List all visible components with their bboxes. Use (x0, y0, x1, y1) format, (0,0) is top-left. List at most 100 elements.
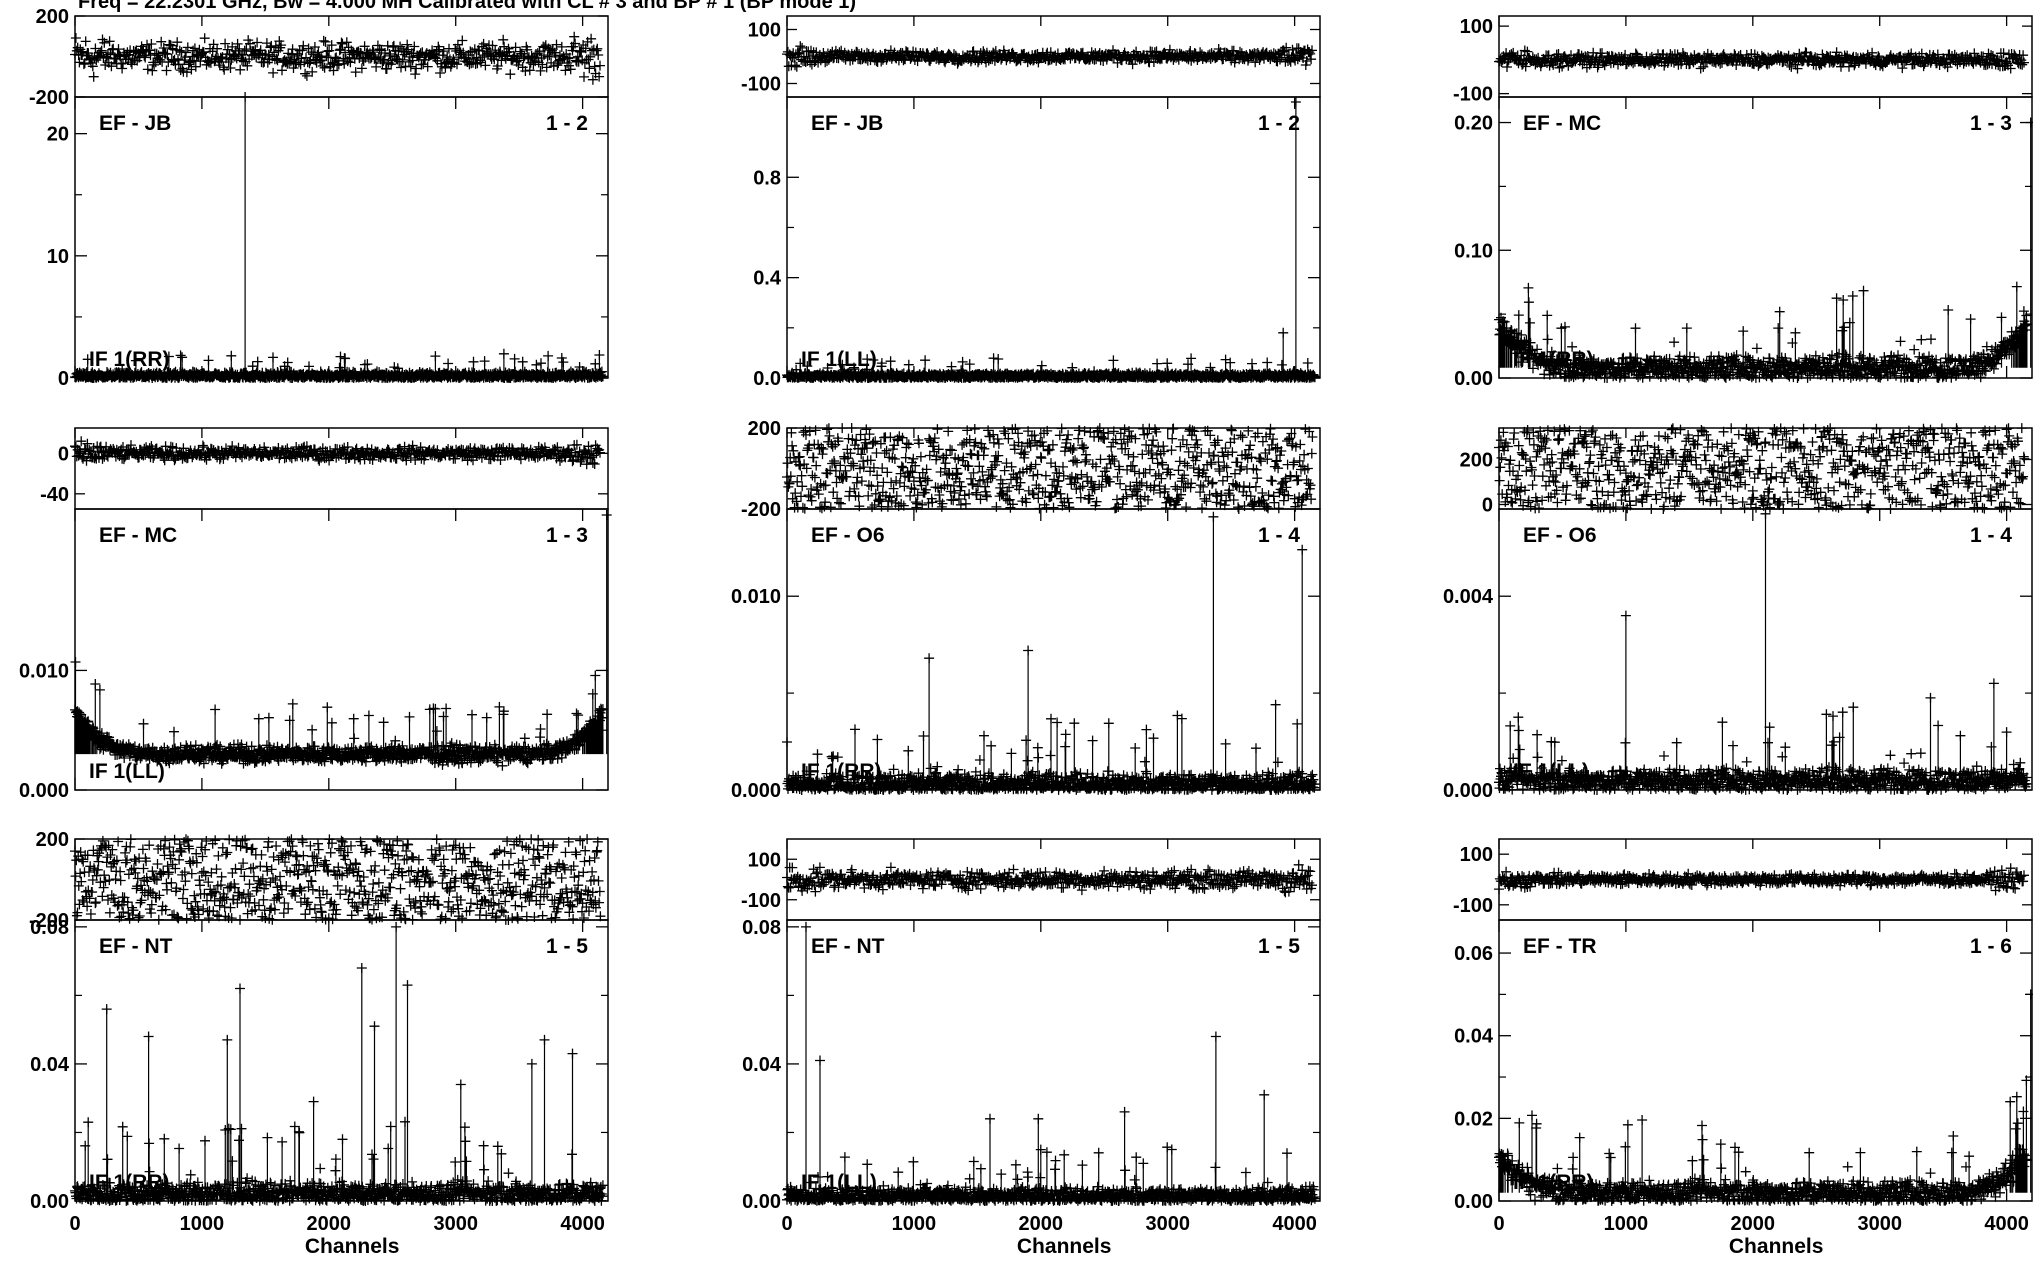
phase-tick-label: -200 (29, 87, 69, 109)
amplitude-points (70, 921, 608, 1206)
x-axis-label: Channels (305, 1235, 400, 1258)
amplitude-frame (786, 508, 1321, 791)
x-tick-label: 1000 (180, 1213, 225, 1235)
polarization-label: IF 1(RR) (1513, 348, 1594, 371)
chart-title: Freq = 22.2301 GHz, Bw = 4.000 MH Calibr… (78, 0, 857, 13)
baseline-label: EF - NT (811, 935, 885, 958)
amplitude-spikes (805, 926, 1288, 1196)
antenna-pair-label: 1 - 6 (1970, 935, 2012, 958)
phase-tick-label: 200 (36, 829, 69, 851)
x-tick-label: 4000 (560, 1213, 605, 1235)
polarization-label: IF 1(LL) (89, 760, 165, 783)
amplitude-spikes (1509, 513, 2008, 781)
x-tick-label: 3000 (433, 1213, 478, 1235)
polarization-label: IF 1(RR) (89, 348, 170, 371)
phase-tick-label: -100 (741, 74, 781, 96)
panel-7: 200 -2000.08 0.04 0.00 EF - NT 1 - 5 IF 1(RR) 0… (29, 829, 609, 1258)
amplitude-tick-label: 0.02 (1454, 1108, 1493, 1130)
phase-tick-label: -200 (741, 499, 781, 521)
amplitude-spikes (1498, 994, 2032, 1193)
polarization-label: IF 1(LL) (801, 348, 877, 371)
amplitude-tick-label: 0.0 (753, 368, 781, 390)
polarization-label: IF 1(LL) (801, 1171, 877, 1194)
amplitude-tick-label: 0.08 (30, 917, 69, 939)
phase-points (1494, 863, 2029, 896)
amplitude-tick-label: 0 (58, 368, 69, 390)
amplitude-tick-label: 0.04 (30, 1054, 70, 1076)
polarization-label: IF 1(RR) (801, 760, 882, 783)
x-tick-label: 1000 (892, 1213, 937, 1235)
panel-8: 100 -100 0.08 0.04 0.00 EF - NT 1 - 5 IF 1(LL) 0… (741, 838, 1321, 1258)
phase-tick-label: 200 (36, 6, 69, 28)
amplitude-frame (1498, 508, 2033, 791)
amplitude-tick-label: 0.010 (19, 660, 69, 682)
amplitude-frame (1498, 96, 2033, 379)
baseline-label: EF - TR (1523, 935, 1597, 958)
baseline-label: EF - NT (99, 935, 173, 958)
phase-tick-label: -100 (741, 890, 781, 912)
phase-tick-label: -40 (40, 484, 69, 506)
phase-tick-label: 200 (1460, 450, 1493, 472)
x-tick-label: 0 (69, 1213, 80, 1235)
phase-points (70, 31, 605, 85)
amplitude-tick-label: 0.010 (731, 586, 781, 608)
amplitude-frame (786, 919, 1321, 1202)
amplitude-frame (74, 96, 609, 379)
baseline-label: EF - MC (1523, 112, 1601, 135)
amplitude-tick-label: 0.000 (19, 780, 69, 802)
amplitude-tick-label: 0.00 (1454, 368, 1493, 390)
antenna-pair-label: 1 - 4 (1970, 524, 2012, 547)
phase-points (70, 436, 605, 470)
antenna-pair-label: 1 - 4 (1258, 524, 1300, 547)
baseline-label: EF - JB (99, 112, 171, 135)
amplitude-tick-label: 0.8 (753, 167, 781, 189)
amplitude-frame (1498, 919, 2033, 1202)
panel-5: 200 -200 0.010 0.000 EF - O6 1 - 4 IF 1(RR) (731, 418, 1321, 802)
amplitude-tick-label: 20 (47, 124, 69, 146)
amplitude-tick-label: 0.00 (30, 1191, 69, 1213)
panel-1: 200 -200 20 10 0 EF - JB 1 - 2 IF 1(RR) (29, 6, 609, 390)
baseline-label: EF - O6 (811, 524, 885, 547)
panel-2: 100 -100 0.8 0.4 0.0 EF - JB 1 - 2 IF 1(LL) (741, 15, 1321, 390)
amplitude-points (70, 92, 608, 383)
x-tick-label: 4000 (1272, 1213, 1317, 1235)
amplitude-spikes (799, 102, 1309, 376)
phase-tick-label: 100 (748, 20, 781, 42)
x-tick-label: 2000 (1731, 1213, 1776, 1235)
antenna-pair-label: 1 - 2 (546, 112, 588, 135)
amplitude-tick-label: 0.10 (1454, 240, 1493, 262)
amplitude-frame (74, 919, 609, 1202)
amplitude-tick-label: 0.00 (742, 1191, 781, 1213)
x-tick-label: 3000 (1857, 1213, 1902, 1235)
x-tick-label: 0 (1493, 1213, 1504, 1235)
amplitude-points (782, 97, 1320, 383)
amplitude-tick-label: 0.08 (742, 917, 781, 939)
amplitude-tick-label: 0.04 (742, 1054, 782, 1076)
antenna-pair-label: 1 - 5 (1258, 935, 1300, 958)
phase-tick-label: -100 (1453, 84, 1493, 106)
phase-points (782, 423, 1318, 514)
baseline-label: EF - JB (811, 112, 883, 135)
x-tick-label: 3000 (1145, 1213, 1190, 1235)
panel-3: 100 -100 0.20 0.10 0.00 EF - MC 1 - 3 IF 1(RR) (1453, 15, 2033, 390)
amplitude-frame (74, 508, 609, 791)
baseline-label: EF - MC (99, 524, 177, 547)
polarization-label: IF 1(LL) (1513, 760, 1589, 783)
antenna-pair-label: 1 - 3 (1970, 112, 2012, 135)
amplitude-tick-label: 0.4 (753, 268, 782, 290)
amplitude-frame (786, 96, 1321, 379)
phase-points (782, 41, 1317, 72)
amplitude-spikes (1498, 122, 2032, 368)
phase-points (1494, 45, 2029, 74)
antenna-pair-label: 1 - 2 (1258, 112, 1300, 135)
amplitude-tick-label: 0.004 (1443, 586, 1494, 608)
phase-frame (74, 427, 609, 510)
panel-9: 100 -100 0.06 0.04 0.02 0.00 EF - TR 1 - 6 IF 1(… (1453, 838, 2033, 1258)
amplitude-spikes (74, 515, 608, 755)
amplitude-points (1494, 117, 2033, 383)
amplitude-tick-label: 0.20 (1454, 113, 1493, 135)
amplitude-points (782, 921, 1320, 1206)
phase-points (782, 859, 1317, 898)
amplitude-tick-label: 10 (47, 246, 69, 268)
